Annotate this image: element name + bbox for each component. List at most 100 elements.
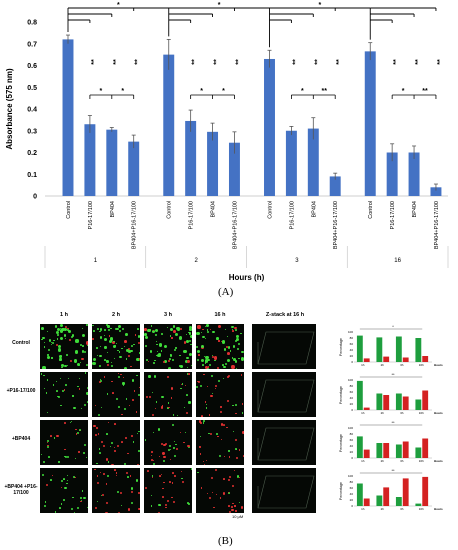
x-tick-label: Control bbox=[66, 201, 72, 219]
mini-bar-red bbox=[363, 358, 370, 362]
x-tick-label: P16-17/100 bbox=[189, 201, 195, 229]
bar bbox=[430, 187, 442, 196]
mini-bar-green bbox=[395, 497, 402, 506]
microscopy-image bbox=[92, 324, 140, 369]
z-stack-image bbox=[252, 468, 316, 513]
mini-x-tick: 3h bbox=[400, 411, 404, 415]
pair-star: ** bbox=[322, 88, 328, 95]
percentage-mini-chart: Percentage 0 20 40 60 80 100 1h 2h 3h 16h Hours * bbox=[339, 324, 443, 367]
mini-y-label: Percentage bbox=[339, 386, 343, 404]
mini-bar-red bbox=[402, 441, 409, 458]
mini-bar-red bbox=[363, 498, 370, 506]
mini-y-tick: 40 bbox=[350, 444, 354, 448]
x-tick-label: Control bbox=[167, 201, 173, 219]
mini-y-tick: 80 bbox=[350, 432, 354, 436]
y-tick-label: 0.4 bbox=[27, 107, 37, 114]
bar bbox=[62, 39, 74, 197]
mini-x-tick: 2h bbox=[381, 363, 385, 367]
x-tick-label: BP404 bbox=[412, 201, 418, 218]
pair-star: ** bbox=[422, 88, 428, 95]
mini-bar-red bbox=[402, 478, 409, 506]
microscopy-panel: 1 h 2 h 3 h 16 h Z-stack at 16 h Control +P16… bbox=[0, 310, 458, 530]
mini-y-tick: 60 bbox=[350, 390, 354, 394]
x-tick-label: BP404+P16-17/100 bbox=[434, 201, 440, 249]
microscopy-image bbox=[40, 372, 88, 417]
mini-bar-red bbox=[402, 396, 409, 410]
mini-x-tick: 16h bbox=[419, 507, 424, 511]
y-tick-label: 0.1 bbox=[27, 172, 37, 179]
group-label: 2 bbox=[194, 258, 198, 264]
mini-y-tick: 60 bbox=[350, 438, 354, 442]
y-tick-label: 0.7 bbox=[27, 41, 37, 48]
y-tick-label: 0.2 bbox=[27, 150, 37, 157]
mini-bar-red bbox=[383, 443, 390, 458]
microscopy-image bbox=[92, 420, 140, 465]
column-label: Z-stack at 16 h bbox=[265, 312, 305, 318]
mini-bar-red bbox=[422, 390, 429, 410]
mini-y-tick: 100 bbox=[348, 378, 353, 382]
pair-star: * bbox=[222, 88, 225, 95]
mini-x-tick: 16h bbox=[419, 459, 424, 463]
y-axis-label: Absorbance (575 nm) bbox=[5, 68, 14, 150]
x-tick-label: BP404 bbox=[110, 201, 116, 218]
scale-bar-label: 10 μM bbox=[232, 514, 244, 519]
mini-y-tick: 40 bbox=[350, 348, 354, 352]
mini-bar-green bbox=[395, 393, 402, 410]
mini-y-tick: 20 bbox=[350, 354, 354, 358]
mini-bar-red bbox=[402, 357, 409, 362]
row-label: +BP404 +P16-17/100 bbox=[4, 484, 38, 496]
panel-b-label: (B) bbox=[218, 535, 233, 547]
mini-x-tick: 1h bbox=[361, 363, 365, 367]
significance-star: ** bbox=[192, 59, 199, 65]
x-tick-label: BP404+P16-17/100 bbox=[232, 201, 238, 249]
mini-bar-red bbox=[363, 407, 370, 410]
bar bbox=[228, 142, 240, 196]
significance-star: ** bbox=[235, 59, 242, 65]
pair-star: * bbox=[402, 88, 405, 95]
mini-bar-green bbox=[376, 337, 383, 362]
percentage-mini-chart: Percentage 0 20 40 60 80 100 1h 2h 3h 16h Hours ** bbox=[339, 468, 443, 511]
significance-star: * bbox=[218, 2, 221, 9]
significance-star: ** bbox=[437, 59, 444, 65]
pair-star: * bbox=[121, 88, 124, 95]
mini-significance: ** bbox=[391, 468, 395, 473]
mini-x-tick: 16h bbox=[419, 411, 424, 415]
microscopy-image bbox=[40, 324, 88, 369]
significance-star: ** bbox=[135, 59, 142, 65]
mini-x-tick: 1h bbox=[361, 411, 365, 415]
y-tick-label: 0.5 bbox=[27, 85, 37, 92]
mini-x-tick: 3h bbox=[400, 507, 404, 511]
significance-star: ** bbox=[314, 59, 321, 65]
mini-y-label: Percentage bbox=[339, 338, 343, 356]
mini-bar-green bbox=[376, 443, 383, 458]
mini-bar-green bbox=[356, 335, 363, 362]
mini-bar-green bbox=[356, 380, 363, 410]
group-label: 1 bbox=[94, 258, 98, 264]
mini-significance: * bbox=[392, 324, 394, 329]
x-tick-label: Control bbox=[267, 201, 273, 219]
mini-significance: ** bbox=[391, 372, 395, 377]
pair-star: * bbox=[301, 88, 304, 95]
mini-y-tick: 40 bbox=[350, 492, 354, 496]
significance-star: * bbox=[319, 2, 322, 9]
x-tick-label: P16-17/100 bbox=[390, 201, 396, 229]
mini-x-tick: 1h bbox=[361, 459, 365, 463]
mini-x-tick: 16h bbox=[419, 363, 424, 367]
mini-y-tick: 80 bbox=[350, 480, 354, 484]
bar bbox=[307, 128, 319, 196]
mini-bar-green bbox=[376, 393, 383, 410]
mini-bar-green bbox=[356, 483, 363, 506]
mini-y-tick: 20 bbox=[350, 402, 354, 406]
microscopy-image bbox=[92, 468, 140, 513]
mini-x-tick: 3h bbox=[400, 459, 404, 463]
significance-star: ** bbox=[214, 59, 221, 65]
bar bbox=[106, 129, 118, 196]
microscopy-image bbox=[40, 468, 88, 513]
column-label: 2 h bbox=[112, 312, 120, 318]
bar bbox=[285, 130, 297, 196]
mini-y-tick: 20 bbox=[350, 498, 354, 502]
row-label: +BP404 bbox=[11, 436, 31, 442]
significance-star: ** bbox=[292, 59, 299, 65]
y-tick-label: 0.3 bbox=[27, 128, 37, 135]
mini-bar-red bbox=[383, 487, 390, 506]
